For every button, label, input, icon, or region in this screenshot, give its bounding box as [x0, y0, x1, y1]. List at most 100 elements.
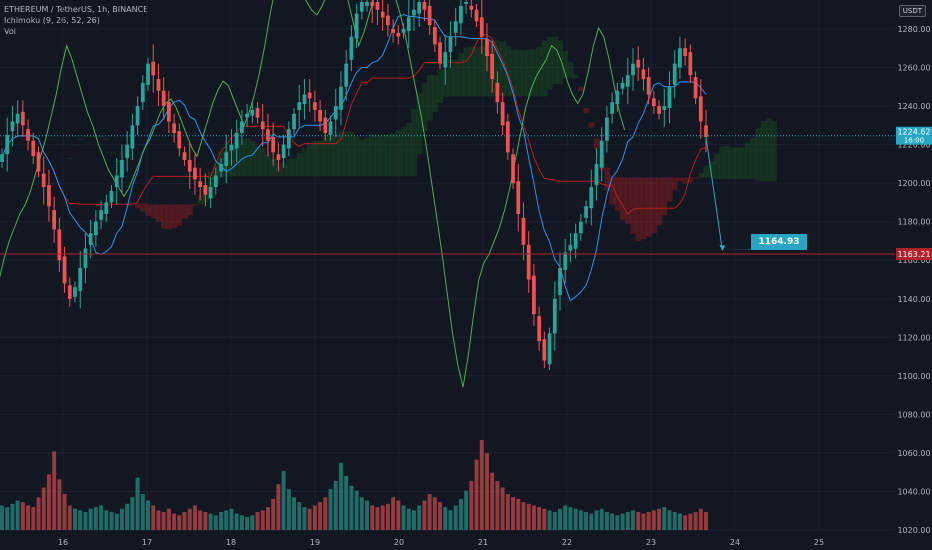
volume-bar: [683, 515, 688, 530]
candle-body: [193, 167, 197, 180]
volume-bar: [578, 510, 583, 530]
y-tick-label: 1040.00: [897, 487, 930, 496]
candle-body: [438, 42, 442, 64]
volume-bar: [458, 498, 463, 530]
volume-legend: Vol: [4, 27, 16, 36]
volume-bar: [438, 502, 443, 530]
volume-bar: [354, 490, 359, 530]
volume-bar: [5, 507, 10, 530]
cloud-segment: [765, 118, 772, 182]
volume-bar: [625, 512, 630, 530]
cloud-segment: [562, 51, 569, 79]
candle-body: [459, 5, 463, 24]
cloud-segment: [520, 49, 527, 97]
cloud-segment: [239, 139, 245, 177]
cloud-segment: [270, 159, 277, 177]
volume-bar: [36, 497, 41, 530]
volume-bar: [620, 513, 625, 530]
volume-bar: [26, 505, 31, 530]
volume-bar: [537, 507, 542, 530]
volume-bar: [328, 489, 333, 530]
volume-bar: [490, 472, 495, 530]
y-tick-label: 1140.00: [897, 295, 930, 304]
cloud-segment: [98, 135, 105, 137]
candle-body: [292, 113, 296, 130]
candle-body: [73, 287, 77, 297]
current-price-label: 1224.62: [897, 128, 930, 137]
volume-bar: [500, 487, 505, 530]
volume-bar: [604, 512, 609, 530]
volume-bar: [380, 505, 385, 530]
cloud-segment: [724, 145, 730, 180]
volume-bar: [704, 512, 708, 530]
cloud-segment: [646, 177, 652, 237]
cloud-segment: [343, 131, 350, 177]
cloud-segment: [166, 204, 172, 230]
candle-body: [323, 117, 328, 134]
candle-body: [584, 206, 588, 218]
cloud-segment: [244, 138, 251, 177]
candle-body: [177, 131, 182, 149]
candle-body: [15, 113, 20, 124]
cloud-segment: [103, 138, 110, 140]
candle-body: [646, 77, 651, 95]
volume-bar: [250, 515, 255, 530]
volume-bar: [140, 494, 145, 530]
volume-bar: [302, 507, 307, 530]
candle-body: [260, 121, 265, 130]
y-tick-label: 1220.00: [897, 141, 930, 150]
candle-body: [354, 13, 359, 39]
candle-body: [62, 256, 67, 284]
support-price-label: 1163.21: [897, 250, 930, 259]
currency-badge[interactable]: USDT: [898, 5, 926, 17]
candle-body: [641, 69, 646, 80]
cloud-segment: [739, 147, 746, 180]
candle-body: [10, 121, 15, 132]
candle-body: [380, 11, 385, 18]
cloud-segment: [322, 137, 329, 177]
cloud-segment: [140, 203, 146, 212]
candle-body: [198, 181, 203, 187]
x-tick-label: 16: [58, 538, 68, 547]
volume-bar: [99, 505, 104, 530]
y-tick-label: 1280.00: [897, 25, 930, 34]
volume-bar: [448, 510, 453, 530]
candle-body: [500, 102, 505, 126]
volume-bar: [516, 498, 521, 530]
cloud-segment: [437, 70, 444, 104]
projection-arrow: [705, 136, 723, 251]
volume-bar: [203, 512, 208, 530]
volume-bar: [224, 510, 229, 530]
candle-body: [47, 185, 51, 207]
candle-body: [255, 107, 260, 118]
candle-body: [401, 28, 406, 33]
cloud-segment: [734, 147, 741, 180]
volume-bar: [391, 497, 396, 530]
candle-body: [636, 59, 641, 68]
candle-body: [688, 52, 693, 76]
y-tick-label: 1180.00: [897, 218, 930, 227]
cloud-segment: [296, 152, 303, 177]
x-tick-label: 17: [142, 538, 152, 547]
candle-body: [297, 102, 302, 110]
cloud-segment: [249, 140, 256, 177]
callout-pointer: [724, 248, 760, 250]
cloud-segment: [458, 53, 465, 97]
volume-bar: [542, 508, 547, 530]
cloud-segment: [88, 135, 94, 137]
cloud-segment: [583, 107, 590, 113]
volume-bar: [677, 513, 682, 530]
cloud-segment: [67, 158, 73, 160]
volume-bar: [177, 515, 182, 530]
candle-body: [88, 233, 93, 245]
candle-body: [479, 17, 484, 37]
cloud-segment: [380, 134, 386, 177]
cloud-segment: [719, 146, 725, 180]
cloud-segment: [573, 74, 579, 79]
candle-body: [495, 82, 500, 103]
candle-body: [406, 17, 411, 31]
volume-bar: [464, 490, 469, 530]
cloud-segment: [395, 130, 402, 177]
volume-bar: [260, 510, 265, 530]
